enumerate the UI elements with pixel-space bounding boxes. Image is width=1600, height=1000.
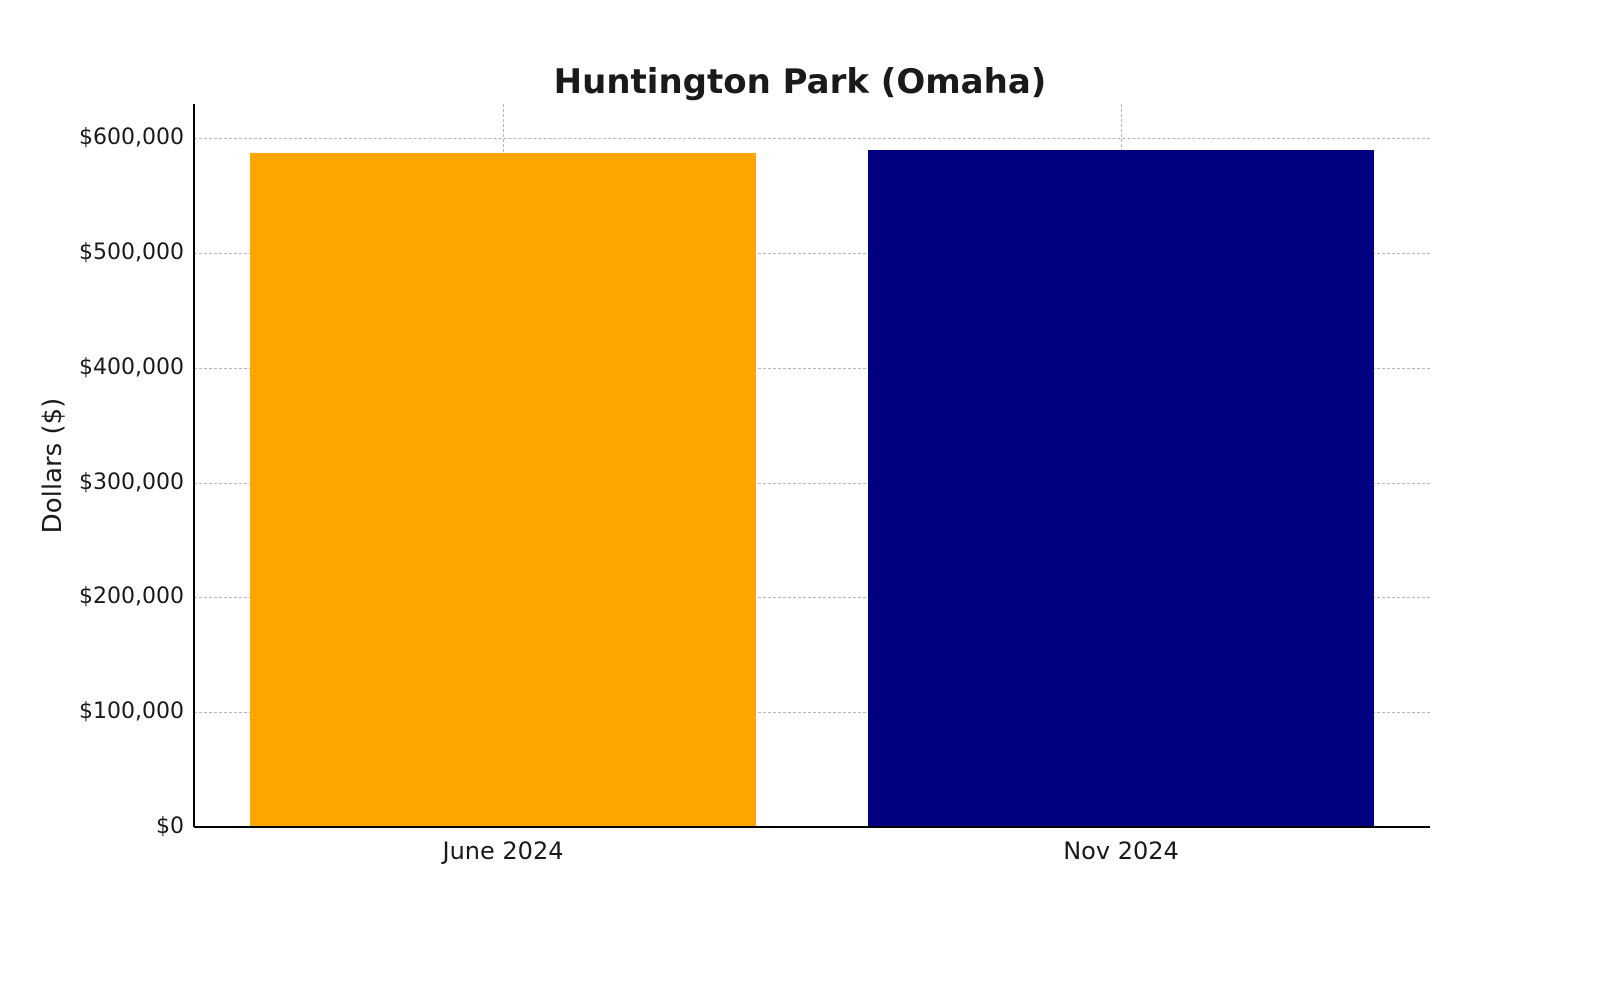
x-axis-line — [194, 826, 1430, 828]
grid-h — [194, 138, 1430, 139]
y-tick-label: $400,000 — [24, 355, 184, 380]
bar-chart: Huntington Park (Omaha) Dollars ($) $0$1… — [0, 0, 1600, 1000]
y-tick-label: $300,000 — [24, 470, 184, 495]
y-axis-line — [193, 104, 195, 827]
y-tick-label: $600,000 — [24, 125, 184, 150]
bar — [868, 150, 1375, 827]
y-tick-label: $500,000 — [24, 240, 184, 265]
x-tick-label: Nov 2024 — [1063, 837, 1179, 865]
y-tick-label: $0 — [24, 814, 184, 839]
plot-area — [194, 104, 1430, 827]
y-tick-label: $200,000 — [24, 584, 184, 609]
chart-title: Huntington Park (Omaha) — [0, 62, 1600, 102]
y-tick-label: $100,000 — [24, 699, 184, 724]
x-tick-label: June 2024 — [443, 837, 564, 865]
bar — [250, 153, 757, 827]
